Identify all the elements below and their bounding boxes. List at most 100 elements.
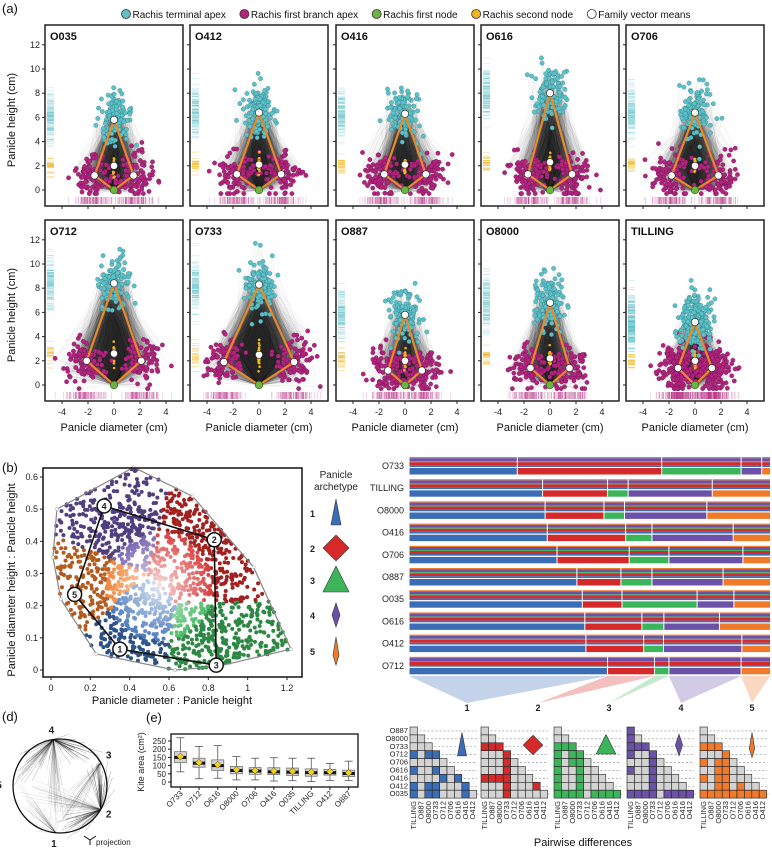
branch-apex-point [281,153,287,159]
terminal-apex-point [386,117,392,123]
subplot-O706 [628,77,740,204]
branch-apex-point [52,356,58,361]
terminal-apex-point [679,115,685,121]
terminal-apex-point [265,123,271,129]
branch-apex-point [94,362,100,367]
branch-apex-point [115,173,121,179]
branch-apex-point [517,163,522,169]
terminal-apex-point [719,115,725,121]
branch-apex-point [234,189,240,194]
branch-apex-point [689,168,695,174]
terminal-apex-point [260,100,266,105]
terminal-apex-point [550,84,556,89]
branch-apex-point [535,163,540,168]
branch-apex-point [412,163,417,168]
terminal-apex-point [556,106,562,111]
branch-apex-point [383,155,388,161]
terminal-apex-point [131,283,137,289]
terminal-apex-point [100,130,106,136]
terminal-apex-point [694,129,700,135]
terminal-apex-point [549,111,555,117]
second-node-point [112,171,116,174]
branch-apex-point [267,191,272,196]
terminal-apex-point [114,99,119,104]
branch-apex-point [138,168,144,173]
branch-apex-point [656,141,661,146]
terminal-apex-point [255,71,261,76]
terminal-apex-point [562,103,568,108]
branch-apex-point [367,180,373,185]
branch-apex-point [142,179,148,185]
branch-apex-point [132,154,138,159]
branch-apex-point [212,160,217,166]
branch-apex-point [365,183,370,188]
branch-apex-point [81,370,87,375]
branch-apex-point [728,175,734,181]
branch-apex-point [97,357,103,363]
branch-apex-point [728,147,734,153]
branch-apex-point [98,168,103,173]
branch-apex-point [406,174,412,180]
branch-apex-point [658,155,664,161]
branch-apex-point [61,366,66,371]
family-mean-point [401,109,409,118]
branch-apex-point [416,180,422,186]
branch-apex-point [377,159,383,165]
legend-label: Family vector means [598,10,690,21]
terminal-apex-point [699,88,704,94]
branch-apex-point [533,167,539,172]
second-node-point [693,170,696,174]
terminal-apex-point [257,103,263,108]
terminal-apex-point [122,260,128,266]
branch-apex-point [704,168,710,174]
branch-apex-point [143,373,148,379]
terminal-apex-point [112,137,118,143]
branch-apex-point [129,143,134,149]
legend-label: Rachis first branch apex [251,10,358,21]
terminal-apex-point [101,286,107,291]
branch-apex-point [433,176,439,182]
branch-apex-point [374,163,379,169]
terminal-apex-point [386,90,391,96]
terminal-apex-point [100,253,106,258]
terminal-apex-point [249,110,254,116]
legend-label: Rachis first node [383,10,458,21]
branch-apex-point [523,179,528,184]
branch-apex-point [217,172,222,178]
family-mean-point [714,171,723,180]
terminal-apex-point [257,96,263,102]
family-mean-point [255,108,263,117]
legend-label: Rachis second node [483,10,574,21]
branch-apex-point [101,368,107,374]
branch-apex-point [76,171,81,177]
branch-apex-point [668,187,673,193]
branch-apex-point [532,160,538,165]
branch-apex-point [581,168,586,174]
terminal-apex-point [562,94,568,100]
family-mean-point [129,171,138,180]
branch-apex-point [156,179,162,185]
branch-apex-point [76,386,82,391]
branch-apex-point [206,168,212,174]
terminal-apex-point [120,104,126,110]
terminal-apex-point [103,121,108,126]
terminal-apex-point [121,267,127,272]
terminal-apex-point [543,71,549,76]
terminal-apex-point [396,100,402,105]
y-tick-label: 6 [35,112,40,122]
terminal-apex-point [100,126,106,132]
branch-apex-point [285,162,290,168]
branch-apex-point [570,150,576,156]
branch-apex-point [94,191,99,196]
terminal-apex-point [683,106,688,112]
branch-apex-point [449,152,455,157]
branch-apex-point [650,184,656,190]
branch-apex-point [712,188,718,193]
terminal-apex-point [120,98,126,104]
branch-apex-point [75,344,81,350]
branch-apex-point [146,189,152,194]
branch-apex-point [362,180,367,185]
terminal-apex-point [681,125,687,130]
branch-apex-point [268,185,274,190]
terminal-apex-point [387,105,393,110]
